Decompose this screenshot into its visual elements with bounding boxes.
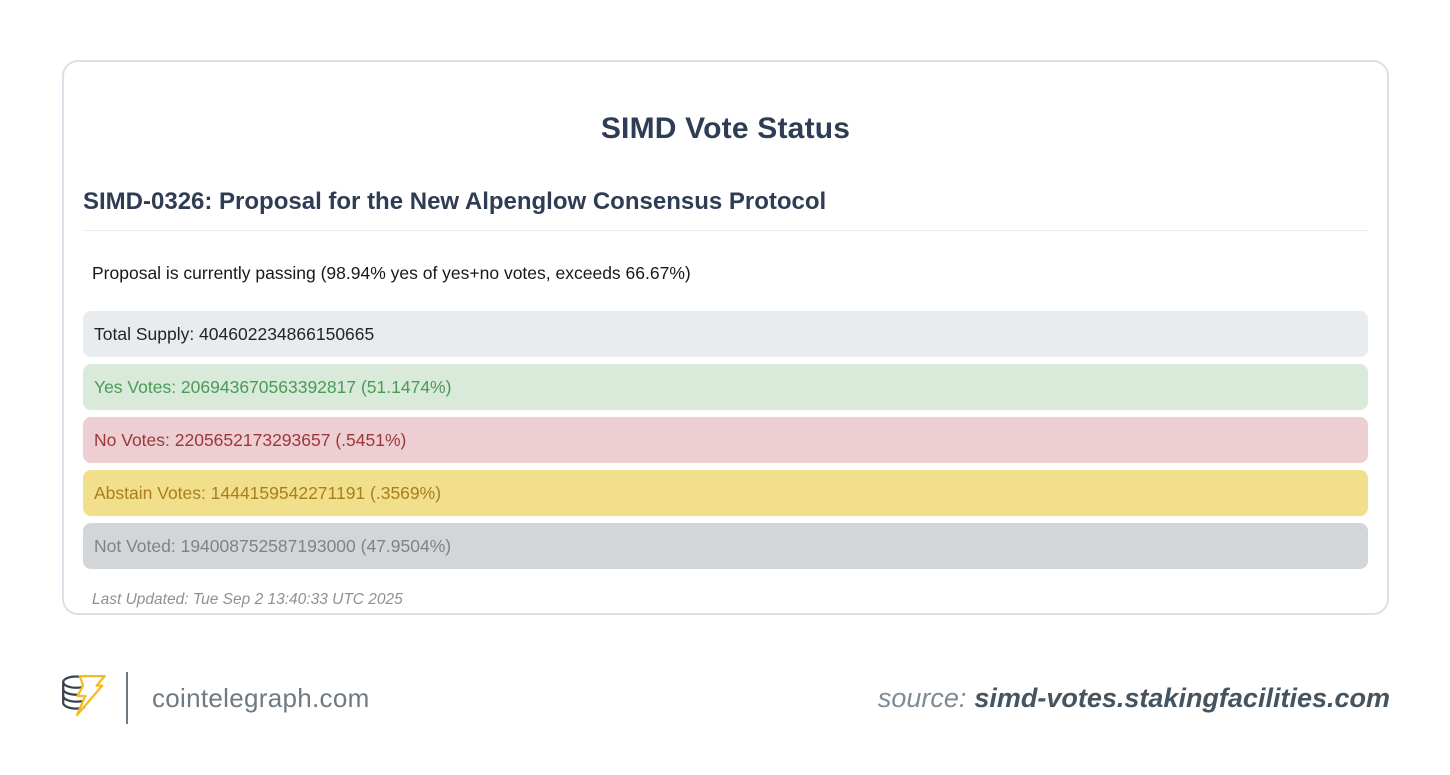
last-updated-text: Last Updated: Tue Sep 2 13:40:33 UTC 202… [92, 591, 403, 608]
source-label: source: [877, 682, 967, 713]
source-link[interactable]: simd-votes.stakingfacilities.com [974, 682, 1390, 713]
total-supply-row: Total Supply: 404602234866150665 [83, 311, 1368, 357]
abstain-votes-row: Abstain Votes: 1444159542271191 (.3569%) [83, 470, 1368, 516]
not-voted-row: Not Voted: 194008752587193000 (47.9504%) [83, 523, 1368, 569]
vote-rows-list: Total Supply: 404602234866150665 Yes Vot… [83, 311, 1368, 569]
brand-divider [126, 672, 128, 724]
footer: cointelegraph.com source: simd-votes.stak… [58, 662, 1390, 734]
proposal-heading: SIMD-0326: Proposal for the New Alpenglo… [83, 188, 1368, 231]
yes-votes-row: Yes Votes: 206943670563392817 (51.1474%) [83, 364, 1368, 410]
cointelegraph-coin-bolt-icon [58, 668, 110, 729]
source-attribution: source: simd-votes.stakingfacilities.com [878, 683, 1390, 714]
page-title: SIMD Vote Status [600, 112, 851, 145]
vote-status-card: SIMD Vote Status SIMD-0326: Proposal for… [62, 60, 1389, 615]
brand-name: cointelegraph.com [152, 682, 370, 713]
brand-group: cointelegraph.com [58, 668, 370, 729]
no-votes-row: No Votes: 2205652173293657 (.5451%) [83, 417, 1368, 463]
passing-status-text: Proposal is currently passing (98.94% ye… [92, 263, 691, 283]
